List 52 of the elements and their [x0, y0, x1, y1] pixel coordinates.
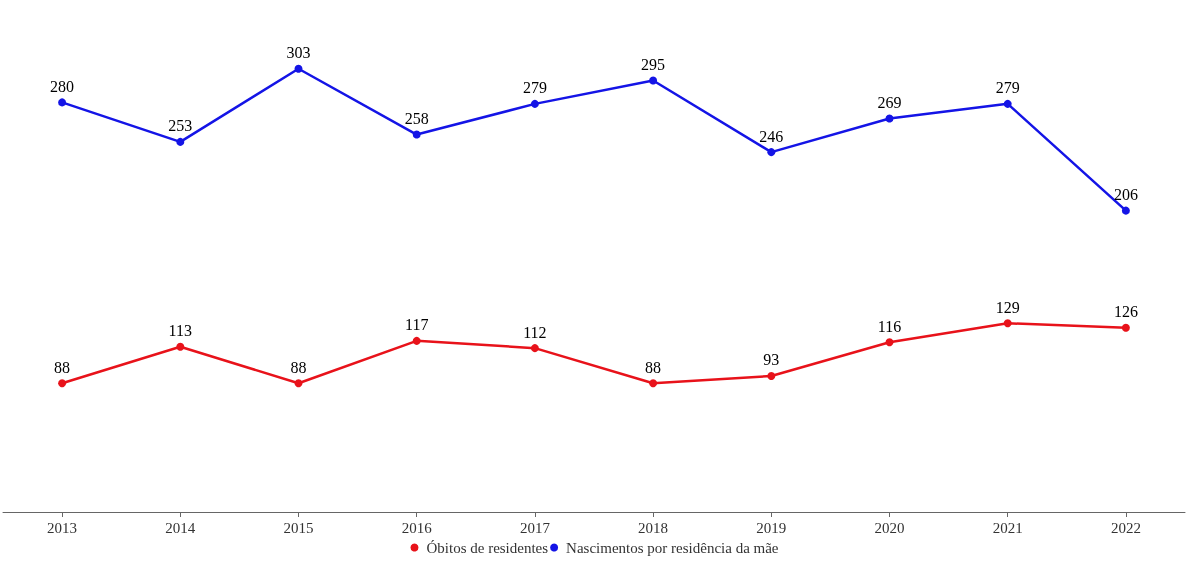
data-label: 280 — [50, 77, 75, 95]
point — [1121, 323, 1130, 332]
data-label: 206 — [1113, 186, 1138, 204]
data-label: 253 — [168, 117, 193, 135]
point — [176, 137, 185, 146]
point — [649, 76, 658, 85]
point — [767, 371, 776, 380]
data-label: 116 — [877, 317, 902, 335]
point — [1003, 319, 1012, 328]
legend-label: Óbitos de residentes — [426, 539, 549, 556]
x-tick-label: 2019 — [756, 519, 787, 536]
point — [412, 336, 421, 345]
data-label: 279 — [995, 79, 1020, 97]
data-label: 269 — [877, 93, 902, 111]
point — [530, 99, 539, 108]
data-label: 88 — [645, 358, 662, 376]
x-tick-label: 2022 — [1110, 519, 1141, 536]
x-tick-label: 2017 — [519, 519, 551, 536]
data-label: 129 — [995, 298, 1020, 316]
data-label: 88 — [290, 358, 307, 376]
data-label: 112 — [523, 323, 547, 341]
x-tick-label: 2016 — [401, 519, 433, 536]
data-label: 113 — [168, 322, 192, 340]
data-label: 246 — [759, 127, 784, 145]
data-label: 279 — [522, 79, 547, 97]
point — [1003, 99, 1012, 108]
data-label: 93 — [763, 351, 780, 369]
point — [412, 130, 421, 139]
point — [58, 98, 67, 107]
point — [1121, 206, 1130, 215]
x-tick-label: 2013 — [47, 519, 78, 536]
point — [649, 379, 658, 388]
point — [885, 114, 894, 123]
point — [767, 148, 776, 157]
point — [176, 342, 185, 351]
point — [58, 379, 67, 388]
data-label: 88 — [54, 358, 71, 376]
data-label: 117 — [405, 316, 429, 334]
x-tick-label: 2018 — [638, 519, 669, 536]
x-tick-label: 2020 — [874, 519, 905, 536]
data-label: 295 — [641, 55, 666, 73]
x-tick-label: 2015 — [283, 519, 314, 536]
point — [530, 344, 539, 353]
data-label: 303 — [286, 44, 311, 62]
data-label: 258 — [404, 110, 429, 128]
x-tick-label: 2014 — [165, 519, 196, 536]
legend-label: Nascimentos por residência da mãe — [566, 539, 779, 556]
point — [885, 338, 894, 347]
x-tick-label: 2021 — [992, 519, 1023, 536]
data-label: 126 — [1113, 303, 1138, 321]
point — [294, 379, 303, 388]
point — [294, 64, 303, 73]
